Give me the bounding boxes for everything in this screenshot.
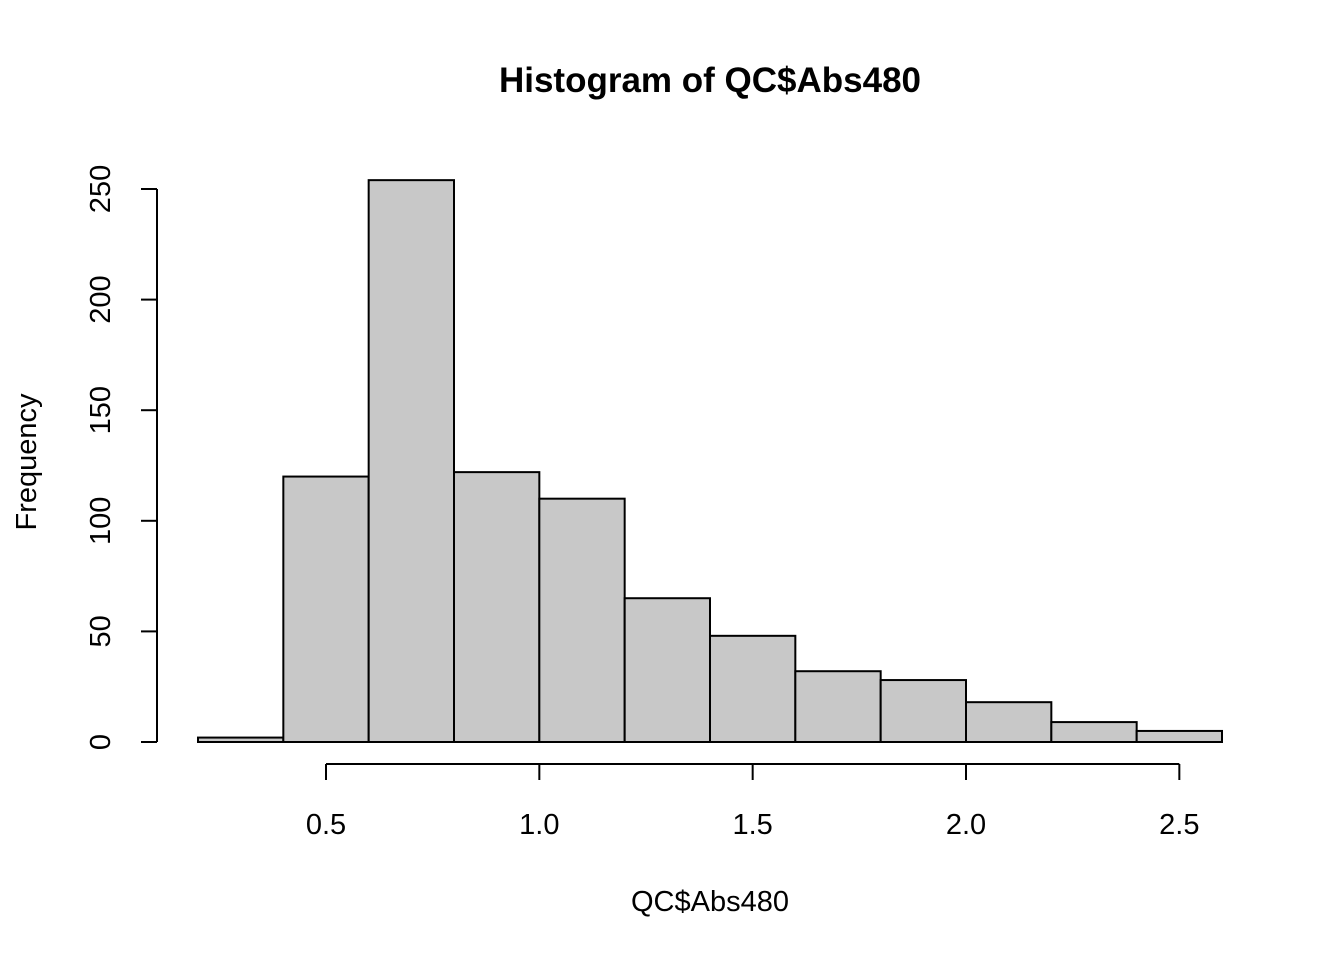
histogram-bar-10 — [1050, 721, 1138, 743]
histogram-bar-8 — [879, 679, 968, 744]
chart-title: Histogram of QC$Abs480 — [499, 61, 921, 100]
x-tick-label-1: 1.0 — [519, 809, 559, 841]
histogram-bar-7 — [794, 670, 882, 743]
x-tick-label-2: 1.5 — [733, 809, 773, 841]
x-tick-label-3: 2.0 — [946, 809, 986, 841]
histogram-bar-4 — [538, 497, 626, 743]
bars-group — [197, 179, 1223, 744]
y-tick-label-3: 150 — [85, 386, 117, 434]
histogram-bar-2 — [367, 179, 455, 744]
histogram-bar-1 — [282, 475, 370, 743]
x-tick-label-0: 0.5 — [306, 809, 346, 841]
histogram-bar-5 — [623, 597, 712, 743]
x-axis: 0.5 1.0 1.5 2.0 2.5 — [306, 763, 1199, 841]
histogram-bar-6 — [709, 634, 797, 743]
y-tick-label-1: 50 — [85, 615, 117, 647]
histogram-bar-11 — [1135, 729, 1223, 744]
y-tick-label-0: 0 — [85, 734, 117, 750]
histogram-bar-9 — [965, 701, 1053, 744]
x-axis-label: QC$Abs480 — [631, 886, 789, 918]
y-tick-label-2: 100 — [85, 497, 117, 545]
y-tick-label-4: 200 — [85, 275, 117, 323]
y-tick-label-5: 250 — [85, 165, 117, 213]
x-tick-label-4: 2.5 — [1159, 809, 1199, 841]
y-axis-label: Frequency — [11, 393, 43, 531]
y-axis: 0 50 100 150 200 250 — [85, 165, 158, 750]
histogram-bar-3 — [453, 471, 541, 743]
histogram-bar-0 — [197, 736, 285, 743]
